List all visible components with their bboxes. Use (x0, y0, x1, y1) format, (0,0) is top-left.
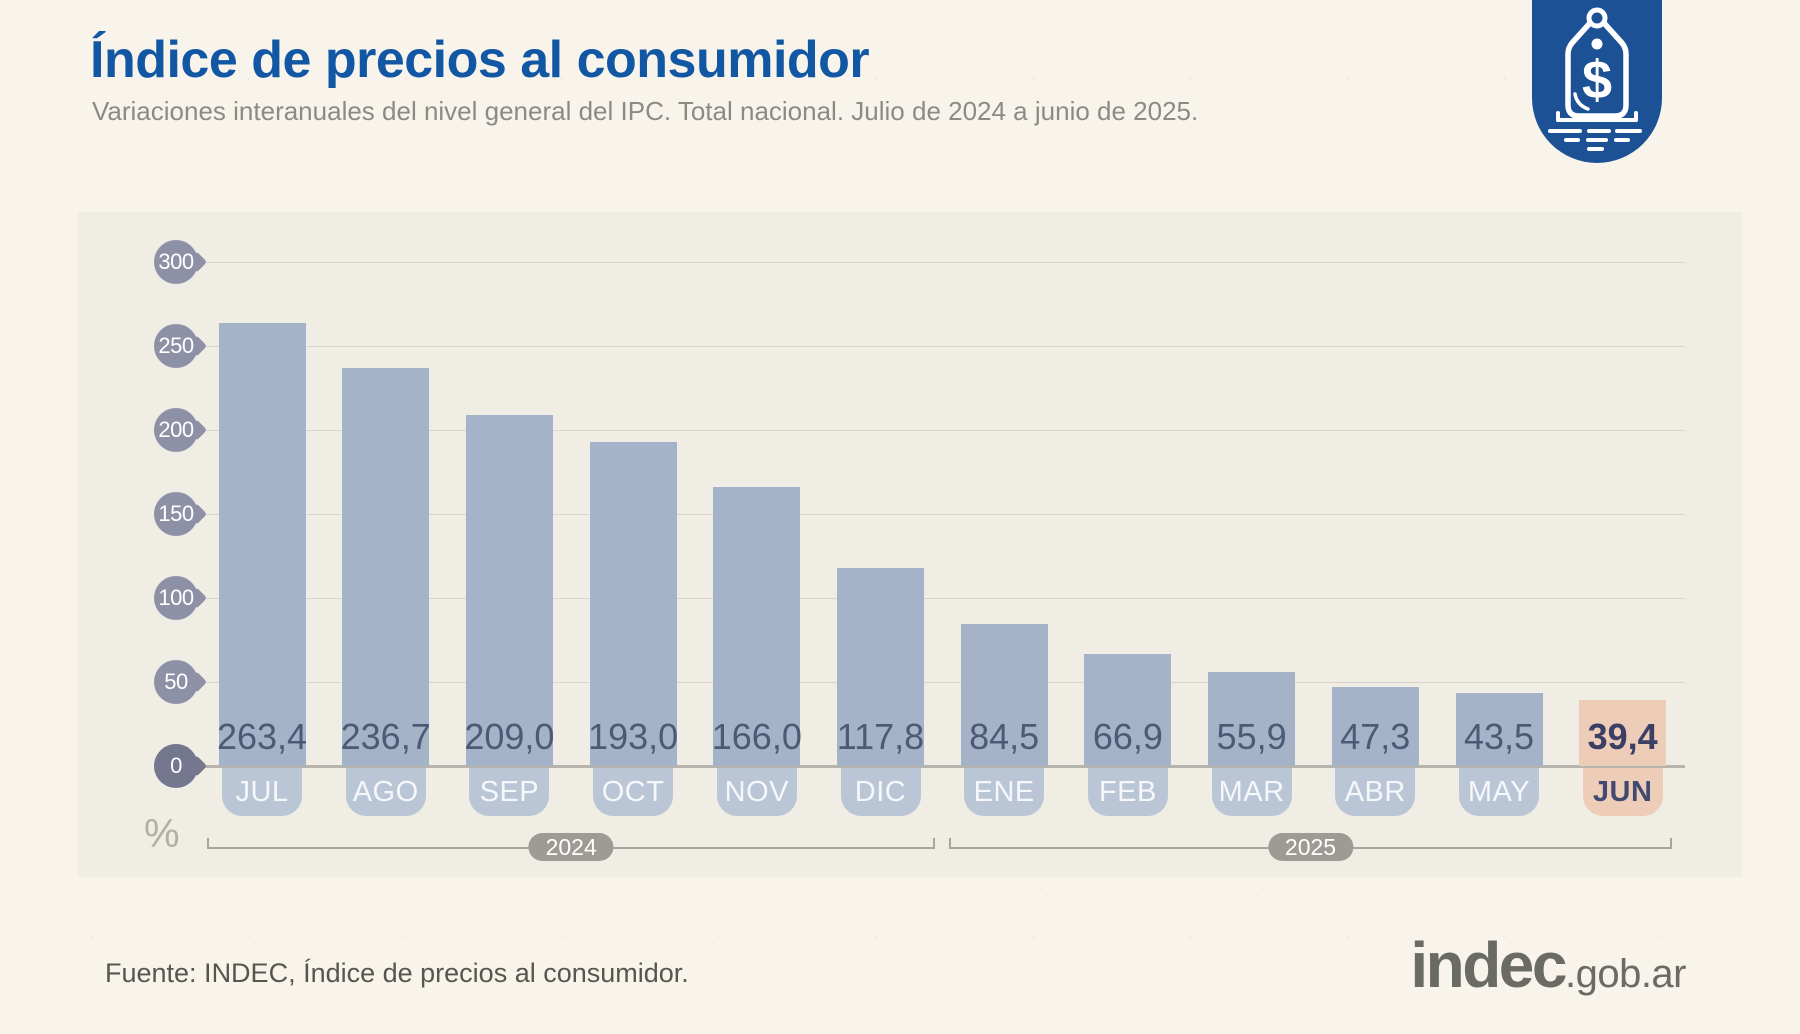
bar-ago (342, 368, 430, 766)
bar-value-may: 43,5 (1463, 716, 1535, 757)
year-pill-2024: 2024 (528, 833, 614, 861)
month-label-mar: MAR (1211, 768, 1292, 816)
bar-value-ene: 84,5 (969, 716, 1040, 757)
bar-jun (1579, 699, 1667, 766)
source-note: Fuente: INDEC, Índice de precios al cons… (105, 958, 689, 988)
indec-logo-domain: .gob.ar (1564, 952, 1687, 996)
page-subtitle: Variaciones interanuales del nivel gener… (92, 96, 1199, 126)
chart-panel: % 0 50 100 150 200 250 300 263,4 JUL 236,7 AGO 209,… (78, 212, 1742, 877)
y-axis-tick-300: 300 (154, 240, 198, 284)
bar-feb (1084, 653, 1172, 766)
bar-value-oct: 193,0 (588, 716, 679, 757)
bar-may (1455, 692, 1543, 766)
y-axis-unit-label: % (144, 812, 180, 856)
month-label-sep: SEP (469, 768, 550, 816)
month-label-may: MAY (1459, 768, 1539, 816)
year-pill-2025: 2025 (1267, 833, 1354, 861)
month-label-ene: ENE (964, 768, 1045, 816)
bar-abr (1331, 686, 1419, 766)
y-axis-tick-150: 150 (154, 492, 198, 536)
y-axis-tick-50: 50 (154, 660, 198, 704)
gridline-300 (200, 262, 1685, 263)
price-tag-badge: $ (1532, 0, 1662, 163)
gridline-100 (200, 598, 1685, 599)
month-label-jul: JUL (222, 768, 302, 816)
month-label-oct: OCT (593, 768, 674, 816)
bar-ene (960, 624, 1048, 766)
y-axis-tick-0: 0 (154, 744, 198, 788)
year-bracket-tick (207, 838, 209, 849)
bar-value-abr: 47,3 (1340, 716, 1411, 757)
year-bracket-tick (1669, 838, 1672, 849)
y-axis-tick-100: 100 (154, 576, 198, 620)
bar-dic (837, 568, 924, 766)
bar-nov (713, 487, 801, 766)
gridline-150 (200, 514, 1685, 515)
bar-value-jul: 263,4 (216, 716, 308, 757)
gridline-250 (200, 346, 1685, 347)
month-label-abr: ABR (1335, 768, 1416, 816)
year-bracket-tick (933, 838, 936, 849)
bar-value-jun: 39,4 (1587, 716, 1658, 757)
month-label-nov: NOV (716, 768, 797, 816)
month-label-ago: AGO (345, 768, 426, 816)
bar-value-ago: 236,7 (340, 716, 431, 757)
month-label-dic: DIC (840, 768, 921, 816)
bar-sep (465, 414, 553, 766)
year-bracket-tick (949, 838, 952, 849)
bar-mar (1208, 672, 1296, 766)
bar-value-feb: 66,9 (1092, 716, 1163, 757)
month-label-feb: FEB (1087, 768, 1168, 816)
bar-oct (589, 441, 677, 766)
gridline-50 (200, 682, 1685, 683)
y-axis-tick-250: 250 (154, 324, 198, 368)
svg-text:$: $ (1582, 50, 1612, 110)
price-tag-dollar-icon: $ (1548, 7, 1642, 151)
bar-value-dic: 117,8 (836, 716, 925, 757)
indec-logo-text: indec (1410, 929, 1567, 1001)
bar-value-mar: 55,9 (1216, 716, 1287, 757)
bar-jul (218, 323, 306, 766)
page-title: Índice de precios al consumidor (90, 31, 870, 89)
month-label-jun: JUN (1582, 768, 1663, 816)
gridline-0 (190, 765, 1685, 768)
y-axis-tick-200: 200 (154, 408, 198, 452)
indec-logo: indec .gob.ar (1410, 928, 1686, 1002)
gridline-200 (200, 430, 1685, 431)
bar-value-sep: 209,0 (464, 716, 555, 757)
bar-value-nov: 166,0 (711, 716, 802, 757)
